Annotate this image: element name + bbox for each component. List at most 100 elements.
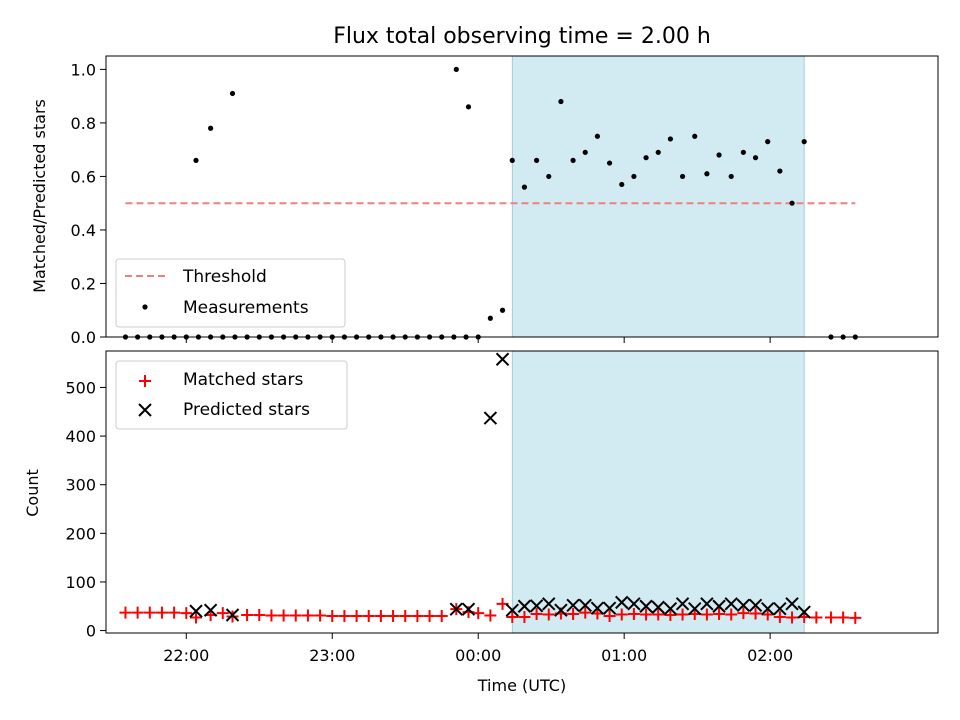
measurement-point	[631, 173, 637, 180]
x-tick-label: 02:00	[747, 646, 793, 665]
predicted-star-marker	[639, 599, 653, 613]
matched-star-marker	[155, 606, 168, 619]
predicted-star-marker	[529, 599, 544, 613]
top-legend-box	[115, 258, 346, 328]
bottom-legend-box	[115, 360, 348, 430]
measurement-point	[765, 139, 771, 145]
x-tick-label: 01:00	[601, 646, 647, 665]
measurement-point	[558, 98, 564, 105]
legend-measurements-label: Measurements	[183, 298, 309, 318]
bottom-marks	[119, 352, 862, 624]
measurement-point	[546, 173, 552, 180]
predicted-star-marker	[675, 597, 690, 611]
measurement-point	[533, 157, 540, 163]
predicted-star-marker	[590, 601, 605, 615]
matched-star-marker	[350, 609, 363, 622]
predicted-star-marker	[461, 602, 476, 616]
measurement-point	[801, 139, 807, 145]
measurement-point	[453, 66, 459, 72]
matched-star-marker	[627, 608, 640, 621]
measurement-point	[789, 200, 795, 206]
matched-star-marker	[749, 607, 762, 620]
measurement-point	[570, 157, 576, 163]
predicted-star-marker	[773, 601, 787, 616]
matched-star-marker	[168, 606, 181, 619]
y-tick-label: 200	[65, 524, 96, 543]
y-tick-label: 500	[65, 378, 96, 397]
matched-star-marker	[652, 608, 665, 621]
predicted-star-marker	[627, 597, 641, 611]
legend-matched-swatch	[139, 375, 151, 387]
measurement-point	[692, 133, 698, 139]
matched-star-marker	[773, 610, 786, 623]
measurement-point	[509, 157, 515, 163]
predicted-star-marker	[602, 601, 617, 615]
predicted-star-marker	[505, 603, 519, 617]
matched-star-marker	[253, 609, 266, 622]
y-tick-label: 0.4	[71, 221, 96, 240]
predicted-star-marker	[225, 608, 240, 622]
predicted-star-marker	[663, 601, 678, 616]
predicted-star-marker	[578, 598, 592, 612]
matched-star-marker	[700, 608, 713, 621]
measurement-point	[594, 133, 601, 139]
legend-matched-label: Matched stars	[183, 370, 303, 390]
measurement-point	[521, 184, 528, 190]
measurement-point	[643, 155, 649, 161]
predicted-star-marker	[712, 599, 726, 613]
predicted-star-marker	[724, 597, 738, 611]
measurement-point	[667, 136, 673, 142]
matched-star-marker	[423, 609, 436, 622]
predicted-star-marker	[785, 597, 799, 611]
measurement-point	[208, 125, 214, 131]
matched-star-marker	[241, 609, 254, 622]
matched-star-marker	[289, 609, 302, 622]
y-tick-label: 0.2	[71, 274, 96, 293]
bottom-y-axis-label: Count	[23, 469, 42, 517]
x-tick-label: 23:00	[309, 646, 355, 665]
matched-star-marker	[579, 606, 592, 619]
y-tick-label: 0.6	[71, 167, 96, 186]
matched-star-marker	[338, 609, 351, 622]
predicted-star-marker	[189, 604, 203, 618]
matched-star-marker	[326, 609, 339, 622]
matched-star-marker	[615, 608, 628, 621]
predicted-star-marker	[203, 603, 218, 617]
matched-star-marker	[265, 609, 278, 622]
x-axis-label: Time (UTC)	[477, 676, 566, 695]
matched-star-marker	[131, 606, 144, 619]
matched-star-marker	[216, 607, 229, 620]
legend-predicted-label: Predicted stars	[183, 400, 310, 420]
x-tick-label: 00:00	[455, 646, 501, 665]
predicted-star-marker	[761, 601, 775, 616]
legend-measurements-swatch	[142, 304, 148, 310]
predicted-star-marker	[517, 599, 532, 613]
matched-star-marker	[190, 611, 203, 624]
matched-star-marker	[472, 607, 485, 620]
matched-star-marker	[314, 609, 327, 622]
measurement-point	[193, 157, 199, 163]
measurement-point	[619, 181, 625, 188]
measurement-point	[704, 171, 710, 177]
measurement-point	[499, 307, 506, 313]
predicted-star-marker	[483, 411, 498, 425]
matched-star-marker	[664, 609, 677, 622]
bottom-panel: 0 100 200 300 400 500 22:00 23:00 00:00 01:00 02:…	[23, 350, 939, 665]
matched-star-marker	[786, 611, 799, 624]
bottom-highlight-span	[511, 350, 805, 634]
predicted-star-marker	[651, 600, 665, 614]
matched-star-marker	[542, 608, 555, 621]
matched-star-marker	[530, 608, 543, 621]
matched-star-marker	[506, 610, 519, 623]
matched-star-marker	[180, 607, 193, 620]
predicted-star-marker	[449, 602, 464, 616]
measurement-point	[740, 149, 746, 155]
matched-star-marker	[119, 606, 132, 619]
predicted-star-marker	[748, 598, 763, 612]
matched-star-marker	[640, 608, 653, 621]
measurement-point	[655, 149, 661, 155]
predicted-star-marker	[736, 598, 751, 612]
matched-star-marker	[713, 608, 726, 621]
measurement-point	[487, 315, 493, 321]
y-tick-label: 0.8	[71, 114, 96, 133]
